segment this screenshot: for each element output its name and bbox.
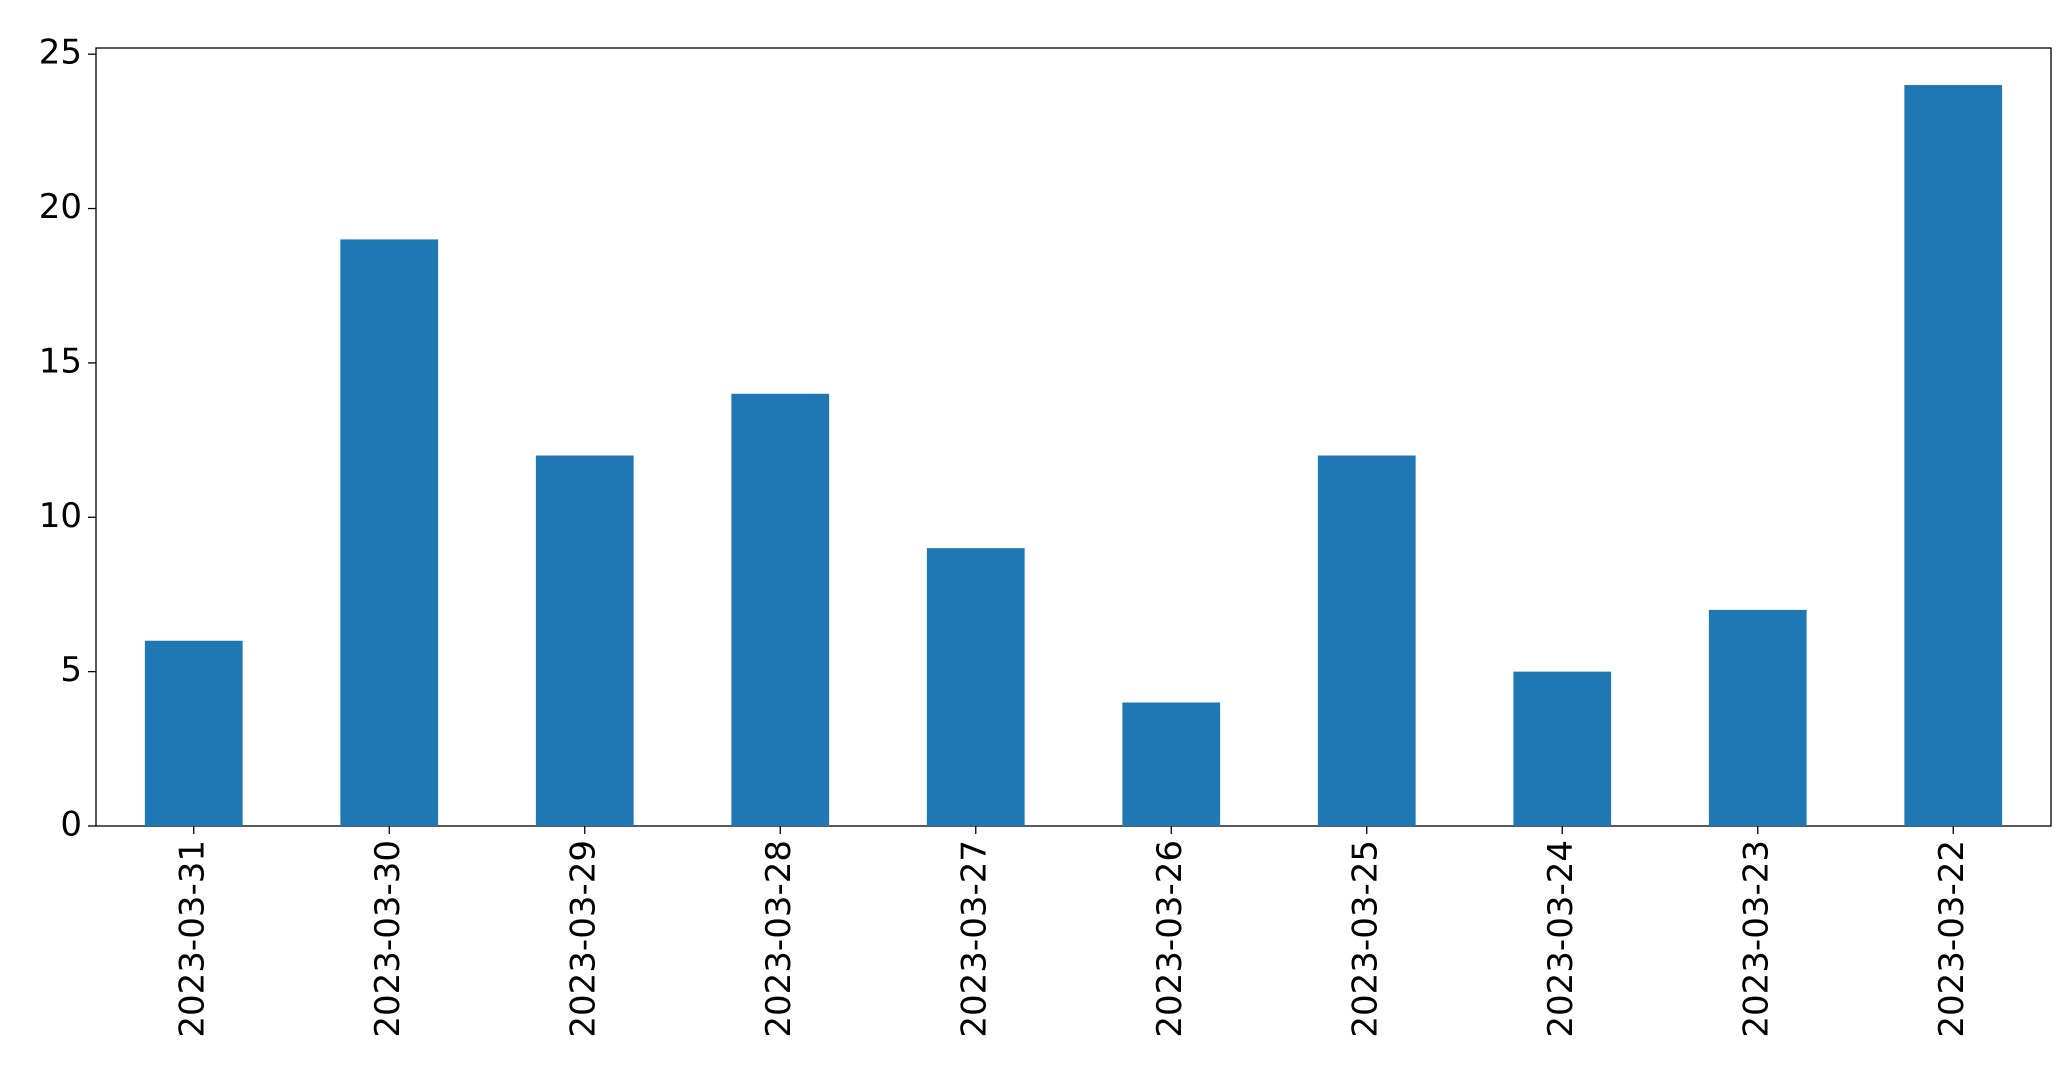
x-tick-label: 2023-03-23 (1736, 840, 1776, 1038)
y-tick-label: 10 (39, 496, 82, 536)
bar (340, 239, 439, 826)
bar (1317, 455, 1416, 826)
x-tick-label: 2023-03-28 (759, 840, 799, 1038)
bar (1708, 609, 1807, 826)
y-tick-label: 20 (39, 187, 82, 227)
x-tick-label: 2023-03-27 (954, 840, 994, 1038)
bar (1904, 85, 2003, 827)
plot-frame (95, 47, 2052, 827)
bar (535, 455, 634, 826)
y-tick-label: 0 (60, 805, 82, 845)
x-tick-label: 2023-03-31 (172, 840, 212, 1038)
y-tick-label: 25 (39, 33, 82, 73)
bar (1513, 671, 1612, 826)
x-tick-label: 2023-03-22 (1932, 840, 1972, 1038)
x-tick-label: 2023-03-30 (368, 840, 408, 1038)
y-tick-label: 5 (60, 650, 82, 690)
y-tick-label: 15 (39, 341, 82, 381)
x-tick-label: 2023-03-29 (563, 840, 603, 1038)
x-tick-label: 2023-03-25 (1345, 840, 1385, 1038)
x-tick-label: 2023-03-24 (1541, 840, 1581, 1038)
bar (1122, 702, 1221, 826)
bar (926, 548, 1025, 826)
x-tick-label: 2023-03-26 (1150, 840, 1190, 1038)
bar (144, 640, 243, 826)
bar (731, 393, 830, 826)
